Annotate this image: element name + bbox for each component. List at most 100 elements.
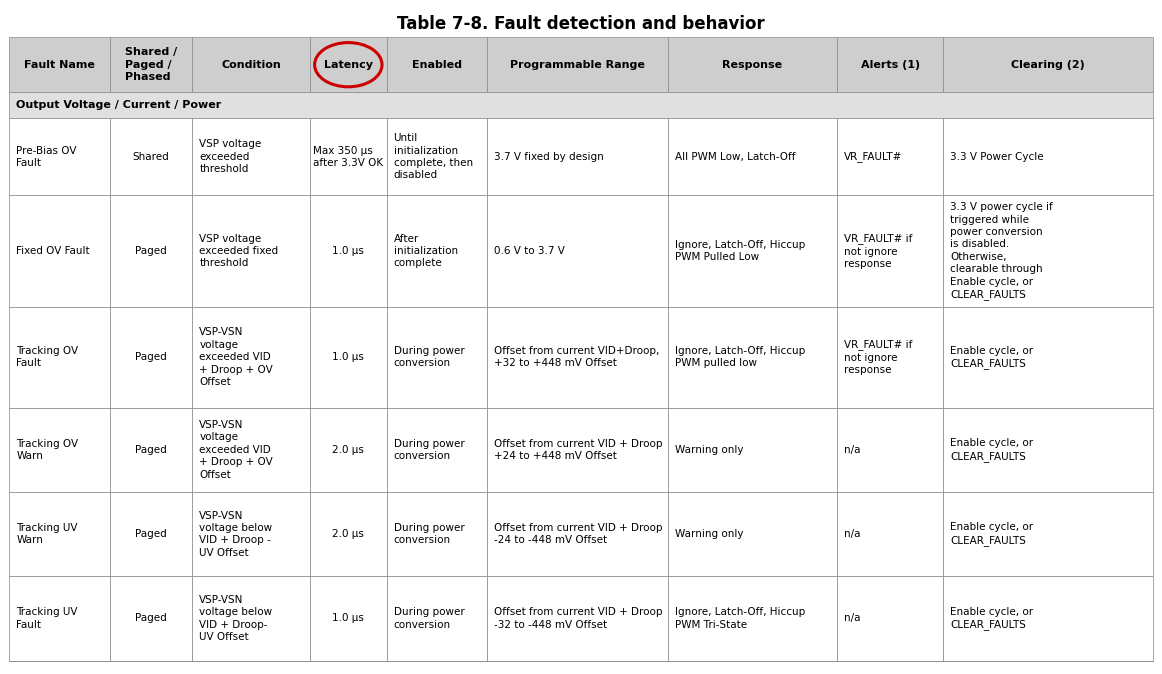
Text: Condition: Condition: [221, 60, 281, 69]
Bar: [487, 307, 668, 408]
Text: Tracking OV
Fault: Tracking OV Fault: [16, 346, 78, 369]
Text: VSP-VSN
voltage below
VID + Droop-
UV Offset: VSP-VSN voltage below VID + Droop- UV Of…: [199, 594, 272, 642]
Text: Shared /
Paged /
Phased: Shared / Paged / Phased: [125, 47, 177, 82]
Text: During power
conversion: During power conversion: [394, 523, 465, 545]
Bar: [837, 576, 944, 661]
Text: n/a: n/a: [844, 445, 861, 455]
Text: 2.0 μs: 2.0 μs: [332, 529, 364, 539]
Bar: [110, 37, 192, 92]
Bar: [668, 492, 837, 576]
Text: Pre-Bias OV
Fault: Pre-Bias OV Fault: [16, 146, 77, 168]
Bar: [837, 118, 944, 195]
Bar: [387, 37, 487, 92]
Text: Alerts (1): Alerts (1): [861, 60, 920, 69]
Bar: [9, 307, 110, 408]
Bar: [487, 118, 668, 195]
Text: n/a: n/a: [844, 613, 861, 623]
Bar: [944, 307, 1153, 408]
Bar: [9, 492, 110, 576]
Text: Ignore, Latch-Off, Hiccup
PWM Pulled Low: Ignore, Latch-Off, Hiccup PWM Pulled Low: [675, 240, 805, 262]
Text: VSP voltage
exceeded fixed
threshold: VSP voltage exceeded fixed threshold: [199, 234, 279, 268]
Bar: [9, 195, 110, 307]
Text: VR_FAULT# if
not ignore
response: VR_FAULT# if not ignore response: [844, 340, 912, 375]
Bar: [192, 307, 310, 408]
Bar: [668, 307, 837, 408]
Bar: [668, 37, 837, 92]
Bar: [310, 492, 387, 576]
Bar: [192, 408, 310, 492]
Text: VR_FAULT#: VR_FAULT#: [844, 151, 903, 162]
Text: 0.6 V to 3.7 V: 0.6 V to 3.7 V: [494, 246, 565, 256]
Text: 1.0 μs: 1.0 μs: [332, 246, 364, 256]
Bar: [9, 37, 110, 92]
Text: During power
conversion: During power conversion: [394, 439, 465, 461]
Bar: [9, 408, 110, 492]
Bar: [310, 576, 387, 661]
Bar: [387, 408, 487, 492]
Text: 1.0 μs: 1.0 μs: [332, 613, 364, 623]
Text: 2.0 μs: 2.0 μs: [332, 445, 364, 455]
Text: VSP-VSN
voltage
exceeded VID
+ Droop + OV
Offset: VSP-VSN voltage exceeded VID + Droop + O…: [199, 328, 273, 387]
Text: Offset from current VID + Droop
+24 to +448 mV Offset: Offset from current VID + Droop +24 to +…: [494, 439, 662, 461]
Text: Fault Name: Fault Name: [24, 60, 95, 69]
Text: Enable cycle, or
CLEAR_FAULTS: Enable cycle, or CLEAR_FAULTS: [951, 438, 1033, 462]
Text: Latency: Latency: [324, 60, 373, 69]
Text: 3.3 V Power Cycle: 3.3 V Power Cycle: [951, 152, 1045, 162]
Text: Tracking UV
Warn: Tracking UV Warn: [16, 523, 78, 545]
Text: During power
conversion: During power conversion: [394, 607, 465, 630]
Bar: [310, 118, 387, 195]
Bar: [944, 408, 1153, 492]
Text: Paged: Paged: [135, 353, 167, 362]
Text: Tracking UV
Fault: Tracking UV Fault: [16, 607, 78, 630]
Bar: [944, 576, 1153, 661]
Text: Table 7-8. Fault detection and behavior: Table 7-8. Fault detection and behavior: [397, 15, 765, 33]
Text: Programmable Range: Programmable Range: [510, 60, 645, 69]
Bar: [668, 576, 837, 661]
Text: Paged: Paged: [135, 445, 167, 455]
Text: During power
conversion: During power conversion: [394, 346, 465, 369]
Text: After
initialization
complete: After initialization complete: [394, 234, 458, 268]
Bar: [110, 576, 192, 661]
Bar: [668, 408, 837, 492]
Text: Clearing (2): Clearing (2): [1011, 60, 1085, 69]
Text: VR_FAULT# if
not ignore
response: VR_FAULT# if not ignore response: [844, 233, 912, 269]
Text: Offset from current VID + Droop
-24 to -448 mV Offset: Offset from current VID + Droop -24 to -…: [494, 523, 662, 545]
Bar: [668, 195, 837, 307]
Text: All PWM Low, Latch-Off: All PWM Low, Latch-Off: [675, 152, 795, 162]
Text: Warning only: Warning only: [675, 445, 744, 455]
Bar: [668, 118, 837, 195]
Bar: [192, 576, 310, 661]
Bar: [192, 195, 310, 307]
Bar: [487, 195, 668, 307]
Bar: [310, 37, 387, 92]
Text: Response: Response: [723, 60, 782, 69]
Bar: [387, 307, 487, 408]
Text: 3.7 V fixed by design: 3.7 V fixed by design: [494, 152, 604, 162]
Bar: [487, 408, 668, 492]
Text: 3.3 V power cycle if
triggered while
power conversion
is disabled.
Otherwise,
cl: 3.3 V power cycle if triggered while pow…: [951, 202, 1053, 300]
Bar: [9, 92, 1153, 118]
Bar: [9, 576, 110, 661]
Bar: [110, 118, 192, 195]
Text: Paged: Paged: [135, 529, 167, 539]
Bar: [110, 307, 192, 408]
Bar: [487, 492, 668, 576]
Bar: [310, 408, 387, 492]
Text: Shared: Shared: [132, 152, 170, 162]
Text: Ignore, Latch-Off, Hiccup
PWM pulled low: Ignore, Latch-Off, Hiccup PWM pulled low: [675, 346, 805, 369]
Bar: [110, 492, 192, 576]
Text: VSP-VSN
voltage below
VID + Droop -
UV Offset: VSP-VSN voltage below VID + Droop - UV O…: [199, 510, 272, 558]
Bar: [944, 118, 1153, 195]
Text: Until
initialization
complete, then
disabled: Until initialization complete, then disa…: [394, 133, 473, 181]
Bar: [387, 576, 487, 661]
Bar: [192, 37, 310, 92]
Bar: [192, 492, 310, 576]
Bar: [837, 307, 944, 408]
Text: n/a: n/a: [844, 529, 861, 539]
Bar: [944, 492, 1153, 576]
Text: Paged: Paged: [135, 613, 167, 623]
Bar: [387, 492, 487, 576]
Bar: [487, 37, 668, 92]
Text: 1.0 μs: 1.0 μs: [332, 353, 364, 362]
Bar: [387, 118, 487, 195]
